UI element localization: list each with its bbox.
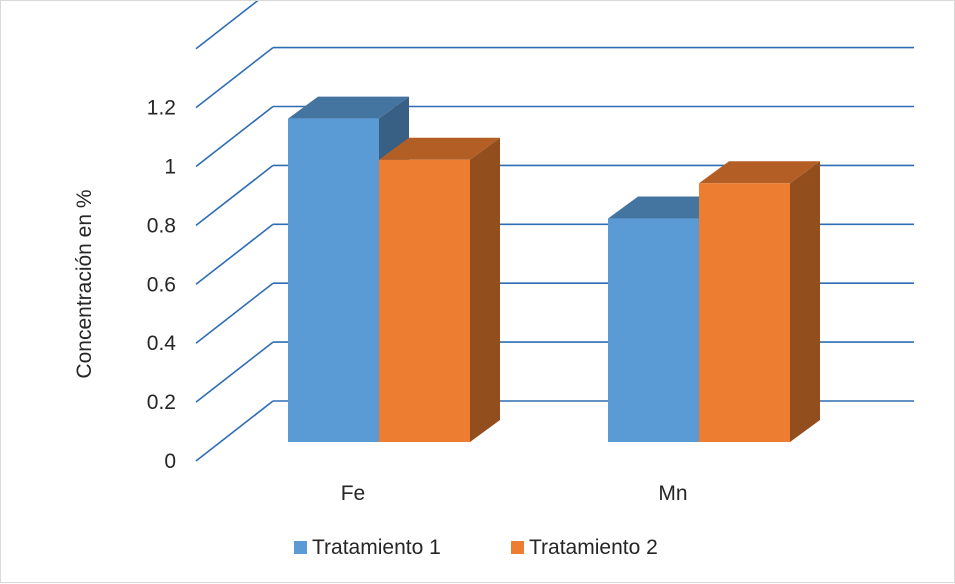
bars	[288, 96, 820, 442]
legend-label: Tratamiento 2	[529, 536, 658, 559]
y-tick-label: 1	[164, 156, 176, 179]
bar-front-face	[699, 183, 790, 442]
bar-front-face	[288, 118, 379, 442]
gridline-diagonal	[195, 341, 274, 403]
gridline-diagonal	[195, 400, 274, 462]
legend: Tratamiento 1 Tratamiento 2	[294, 536, 658, 559]
gridline-diagonal	[195, 46, 274, 109]
bar-top-face	[699, 161, 820, 184]
y-tick-label: 0.8	[147, 214, 176, 237]
gridline-diagonal	[195, 223, 274, 285]
bar-top-face	[288, 96, 409, 119]
x-tick-labels: Fe Mn	[341, 482, 688, 505]
legend-label: Tratamiento 1	[312, 536, 441, 559]
y-tick-label: 0.4	[147, 332, 177, 355]
gridline-diagonal	[195, 105, 274, 168]
gridline-diagonal	[195, 282, 274, 344]
bar-front-face	[379, 159, 470, 442]
y-tick-labels: 0 0.2 0.4 0.6 0.8 1 1.2	[147, 97, 177, 473]
bar-mn-series-2	[699, 161, 820, 442]
y-tick-label: 0.2	[147, 391, 176, 414]
x-tick-label: Mn	[658, 482, 687, 505]
bar-top-face	[379, 137, 500, 160]
bar-side-face	[790, 161, 820, 442]
bar-front-face	[608, 218, 699, 442]
x-tick-label: Fe	[341, 482, 366, 505]
bar-side-face	[470, 137, 500, 442]
y-axis-label: Concentración en %	[73, 189, 96, 378]
y-tick-label: 0	[164, 450, 176, 473]
bar-fe-series-2	[379, 137, 500, 442]
gridline-diagonal	[195, 1, 259, 50]
legend-item: Tratamiento 1	[294, 536, 441, 559]
gridline-diagonal	[195, 164, 274, 227]
legend-swatch	[294, 541, 307, 554]
y-tick-label: 0.6	[147, 273, 176, 296]
y-tick-label: 1.2	[147, 97, 176, 120]
bar-top-face	[608, 196, 729, 219]
legend-item: Tratamiento 2	[511, 536, 658, 559]
legend-swatch	[511, 541, 524, 554]
